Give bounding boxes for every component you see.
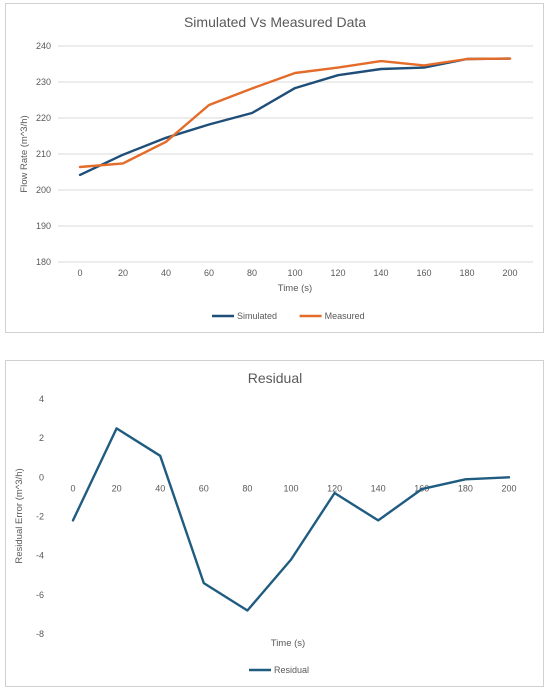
x-tick-label: 80 <box>247 268 257 278</box>
series-line <box>71 427 511 612</box>
x-tick-label: 40 <box>155 483 165 493</box>
x-tick-label: 80 <box>242 483 252 493</box>
y-tick-label: 2 <box>39 433 44 443</box>
x-tick-label: 40 <box>161 268 171 278</box>
x-tick-label: 140 <box>371 483 386 493</box>
y-tick-label: 230 <box>36 77 51 87</box>
flow-rate-chart-panel: Simulated Vs Measured Data 180 190 200 210 22… <box>5 3 544 333</box>
x-tick-label: 20 <box>118 268 128 278</box>
x-tick-label: 100 <box>283 483 298 493</box>
chart-title: Simulated Vs Measured Data <box>184 14 366 30</box>
legend-label: Measured <box>325 311 365 321</box>
x-tick-label: 140 <box>373 268 388 278</box>
x-tick-label: 0 <box>77 268 82 278</box>
series-line <box>78 57 512 177</box>
x-tick-label: 160 <box>416 268 431 278</box>
y-tick-label: -4 <box>36 551 44 561</box>
y-tick-label: 200 <box>36 185 51 195</box>
y-tick-label: 190 <box>36 221 51 231</box>
x-axis-title: Time (s) <box>278 283 312 294</box>
y-tick-label: 4 <box>39 394 44 404</box>
x-axis-title: Time (s) <box>271 638 305 649</box>
residual-chart-panel: Residual -8 -6 -4 -2 0 2 4 0 20 40 60 80 100 120 140 160… <box>5 360 544 687</box>
legend-label: Simulated <box>237 311 277 321</box>
y-tick-label: -2 <box>36 512 44 522</box>
x-tick-label: 180 <box>458 483 473 493</box>
x-tick-label: 180 <box>459 268 474 278</box>
y-tick-label: -8 <box>36 629 44 639</box>
legend-label: Residual <box>274 665 309 675</box>
x-tick-label: 200 <box>501 483 516 493</box>
y-tick-label: 0 <box>39 472 44 482</box>
y-axis-title: Flow Rate (m^3/h) <box>19 115 30 192</box>
y-tick-label: -6 <box>36 590 44 600</box>
x-tick-label: 60 <box>204 268 214 278</box>
x-tick-label: 120 <box>330 268 345 278</box>
y-axis-title: Residual Error (m^3/h) <box>14 468 25 563</box>
x-tick-label: 200 <box>502 268 517 278</box>
chart-title: Residual <box>248 370 302 386</box>
y-tick-label: 240 <box>36 41 51 51</box>
flow-rate-chart: Simulated Vs Measured Data18019020021022… <box>19 14 533 321</box>
x-tick-label: 120 <box>327 483 342 493</box>
y-tick-label: 180 <box>36 257 51 267</box>
x-tick-label: 60 <box>199 483 209 493</box>
y-tick-label: 220 <box>36 113 51 123</box>
x-tick-label: 0 <box>70 483 75 493</box>
x-tick-label: 100 <box>287 268 302 278</box>
y-tick-label: 210 <box>36 149 51 159</box>
x-tick-label: 20 <box>112 483 122 493</box>
series-line <box>78 57 512 169</box>
